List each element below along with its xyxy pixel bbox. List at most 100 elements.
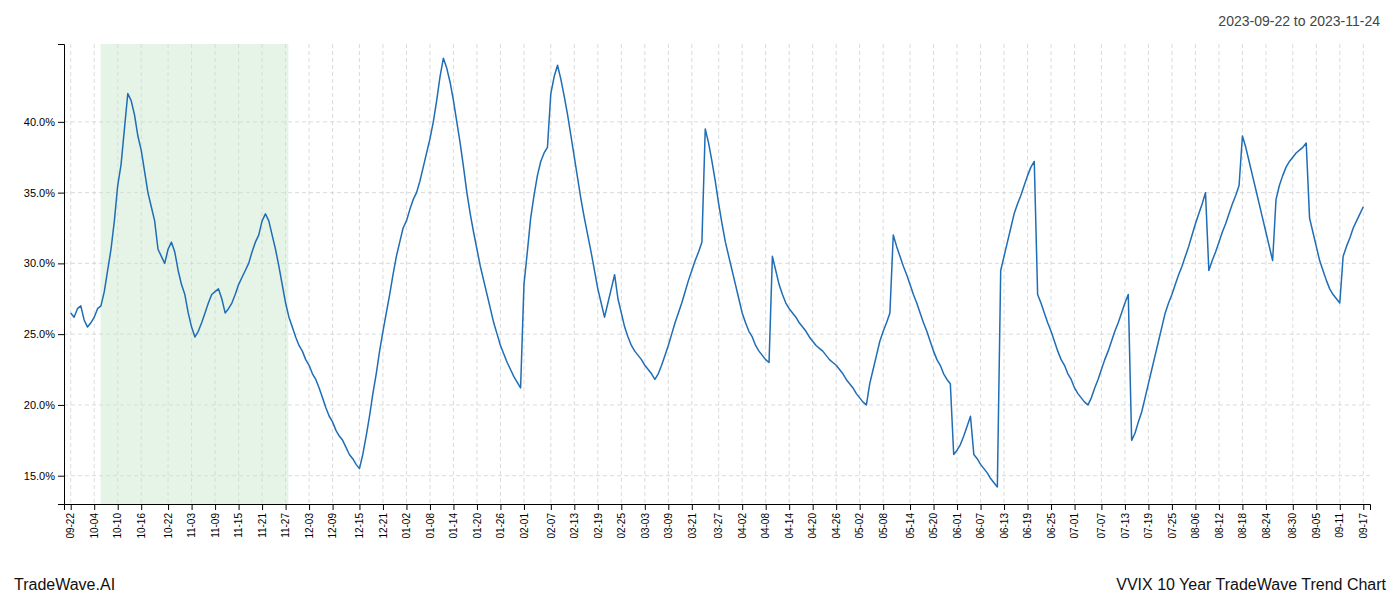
chart-container: 09-2210-0410-1010-1610-2211-0311-0911-15… <box>0 0 1400 600</box>
grid-line <box>1074 44 1075 504</box>
tick-mark <box>1195 504 1196 510</box>
tick-mark <box>1340 504 1341 510</box>
tick-label: 05-20 <box>928 513 939 539</box>
tick: 05-02 <box>854 504 865 539</box>
tick-mark <box>1316 504 1317 510</box>
tick-label: 04-14 <box>784 513 795 539</box>
tick: 01-20 <box>472 504 483 539</box>
tick-label: 05-02 <box>854 513 865 539</box>
grid-line <box>1195 44 1196 504</box>
tick: 03-21 <box>687 504 698 539</box>
tick-label: 02-01 <box>519 513 530 539</box>
line <box>71 58 1364 487</box>
grid-line <box>1051 44 1052 504</box>
axis-line <box>58 45 65 505</box>
tick-label: 06-25 <box>1046 513 1057 539</box>
tick: 08-24 <box>1261 504 1272 539</box>
tick-label: 08-30 <box>1287 513 1298 539</box>
grid-line <box>574 44 575 504</box>
grid-line <box>476 44 477 504</box>
tick: 01-14 <box>448 504 459 539</box>
tick-mark <box>789 504 790 510</box>
tick-mark <box>333 504 334 510</box>
grid-line <box>933 44 934 504</box>
tick-label: 07-25 <box>1167 513 1178 539</box>
tick-label: 11-15 <box>233 513 244 538</box>
tick: 02-07 <box>546 504 557 539</box>
grid-line <box>70 44 71 504</box>
title: 2023-09-22 to 2023-11-24 <box>1218 13 1380 29</box>
tick-label: 35.0% <box>24 187 55 199</box>
grid-line <box>597 44 598 504</box>
tick-mark <box>813 504 814 510</box>
tick-mark <box>1075 504 1076 510</box>
grid-line <box>359 44 360 504</box>
tick-mark <box>1266 504 1267 510</box>
tick-label: 07-19 <box>1143 513 1154 539</box>
tick-label: 10-22 <box>163 513 174 539</box>
tick: 03-09 <box>663 504 674 539</box>
grid-line <box>309 44 310 504</box>
tick-mark <box>910 504 911 510</box>
tick-mark <box>430 504 431 510</box>
tick-mark <box>168 504 169 510</box>
tick: 06-13 <box>999 504 1010 539</box>
tick-mark <box>1125 504 1126 510</box>
grid-line <box>789 44 790 504</box>
tick-label: 11-03 <box>186 513 197 538</box>
tick: 06-07 <box>975 504 986 539</box>
tick-mark <box>58 263 64 264</box>
tick: 08-18 <box>1237 504 1248 539</box>
tick-label: 01-14 <box>448 513 459 539</box>
tick-label: 07-13 <box>1120 513 1131 539</box>
tick-mark <box>58 334 64 335</box>
tick-label: 11-09 <box>210 513 221 538</box>
tick-mark <box>94 504 95 510</box>
grid-line <box>1004 44 1005 504</box>
tick: 09-11 <box>1334 504 1345 538</box>
tick-label: 02-19 <box>593 513 604 539</box>
tick-mark <box>58 405 64 406</box>
tick: 35.0% <box>24 187 64 199</box>
tick-label: 20.0% <box>24 399 55 411</box>
tick-mark <box>1293 504 1294 510</box>
tick: 20.0% <box>24 399 64 411</box>
tick: 09-22 <box>65 504 76 539</box>
tick: 03-03 <box>640 504 651 539</box>
plot: 09-2210-0410-1010-1610-2211-0311-0911-15… <box>24 44 1371 539</box>
tick-mark <box>1242 504 1243 510</box>
tick-mark <box>1028 504 1029 510</box>
tick-mark <box>1363 504 1364 510</box>
grid-line <box>1363 44 1364 504</box>
tick: 10-04 <box>89 504 100 539</box>
tick-mark <box>1004 504 1005 510</box>
tick-label: 11-21 <box>257 513 268 538</box>
tick-mark <box>359 504 360 510</box>
grid-line <box>1148 44 1149 504</box>
tick: 07-07 <box>1096 504 1107 539</box>
grid-line <box>1265 44 1266 504</box>
tick-mark <box>383 504 384 510</box>
tick-label: 03-09 <box>663 513 674 539</box>
grid-line <box>765 44 766 504</box>
tick: 07-19 <box>1143 504 1154 539</box>
tick-mark <box>118 504 119 510</box>
tick-mark <box>58 193 64 194</box>
tick-mark <box>692 504 693 510</box>
tick-label: 09-11 <box>1334 513 1345 538</box>
tick: 25.0% <box>24 328 64 340</box>
grid-line <box>1027 44 1028 504</box>
tick-label: 09-17 <box>1358 513 1369 539</box>
tick: 01-08 <box>425 504 436 539</box>
grid-line <box>406 44 407 504</box>
tick: 15.0% <box>24 470 64 482</box>
tick-mark <box>551 504 552 510</box>
tick-label: 01-02 <box>401 513 412 539</box>
tick-mark <box>981 504 982 510</box>
grid-line <box>621 44 622 504</box>
tick: 10-10 <box>112 504 123 539</box>
tick: 05-20 <box>928 504 939 539</box>
tick-label: 09-05 <box>1311 513 1322 539</box>
tick-mark <box>262 504 263 510</box>
grid-line <box>550 44 551 504</box>
